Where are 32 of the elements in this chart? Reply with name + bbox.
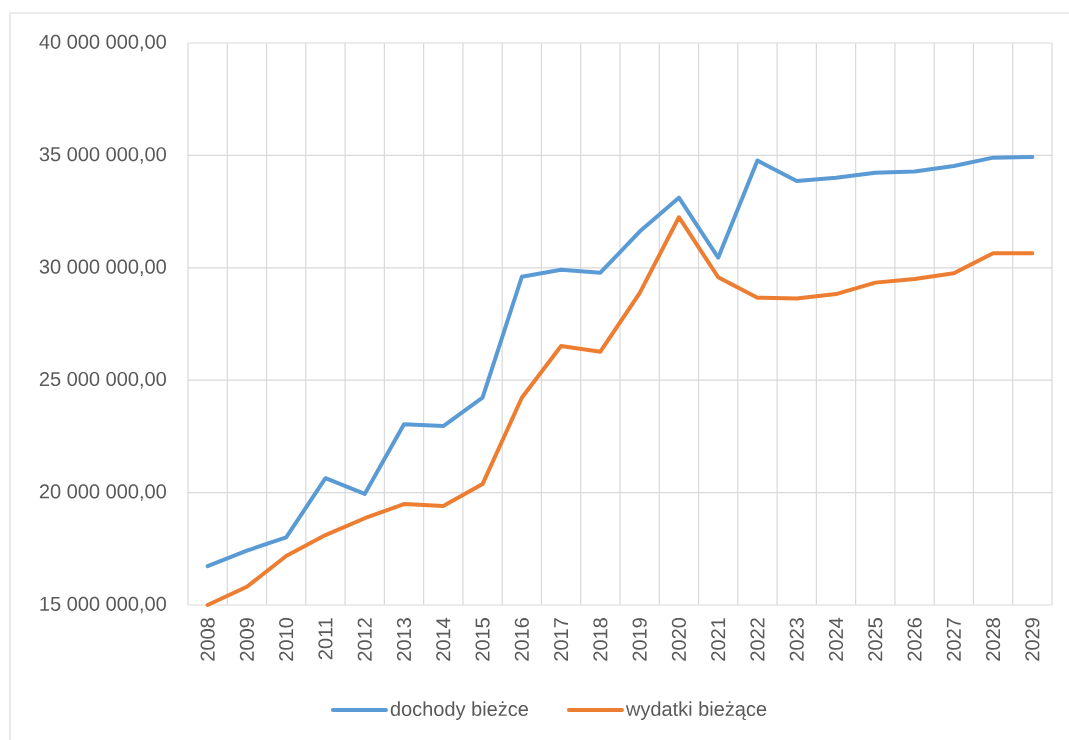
x-tick-label: 2008 xyxy=(200,618,215,661)
x-tick-label: 2022 xyxy=(750,618,765,661)
y-tick-label: 35 000 000,00 xyxy=(39,147,166,164)
x-tick-label: 2012 xyxy=(357,618,372,661)
x-tick-label: 2024 xyxy=(828,617,844,661)
x-tick-label: 2029 xyxy=(1025,618,1040,661)
x-tick-label: 2026 xyxy=(907,618,922,661)
x-tick-label: 2021 xyxy=(711,618,726,661)
x-tick-label: 2018 xyxy=(593,618,608,661)
line-series xyxy=(205,154,1035,569)
y-tick-label: 20 000 000,00 xyxy=(39,484,166,501)
y-tick-label: 25 000 000,00 xyxy=(39,371,166,389)
x-tick-label: 2028 xyxy=(986,618,1001,661)
legend-label: dochody bieżce xyxy=(390,701,528,720)
legend-label: wydatki bieżące xyxy=(625,701,767,721)
x-tick-label: 2019 xyxy=(632,618,647,661)
x-tick-label: 2016 xyxy=(514,618,529,661)
x-tick-label: 2014 xyxy=(436,617,451,661)
x-tick-label: 2013 xyxy=(396,618,412,661)
x-tick-label: 2020 xyxy=(671,617,686,661)
x-tick-label: 2010 xyxy=(279,617,294,661)
y-tick-label: 40 000 000,00 xyxy=(39,34,166,52)
x-tick-label: 2017 xyxy=(554,618,569,661)
x-tick-label: 2011 xyxy=(318,618,333,660)
y-tick-label: 30 000 000,00 xyxy=(39,259,166,277)
x-tick-label: 2015 xyxy=(475,618,490,661)
x-tick-label: 2023 xyxy=(789,618,804,661)
x-tick-label: 2009 xyxy=(239,618,254,661)
x-tick-label: 2027 xyxy=(946,618,961,661)
line-series xyxy=(205,215,1035,607)
x-tick-label: 2025 xyxy=(868,618,883,661)
y-tick-label: 15 000 000,00 xyxy=(40,596,166,614)
